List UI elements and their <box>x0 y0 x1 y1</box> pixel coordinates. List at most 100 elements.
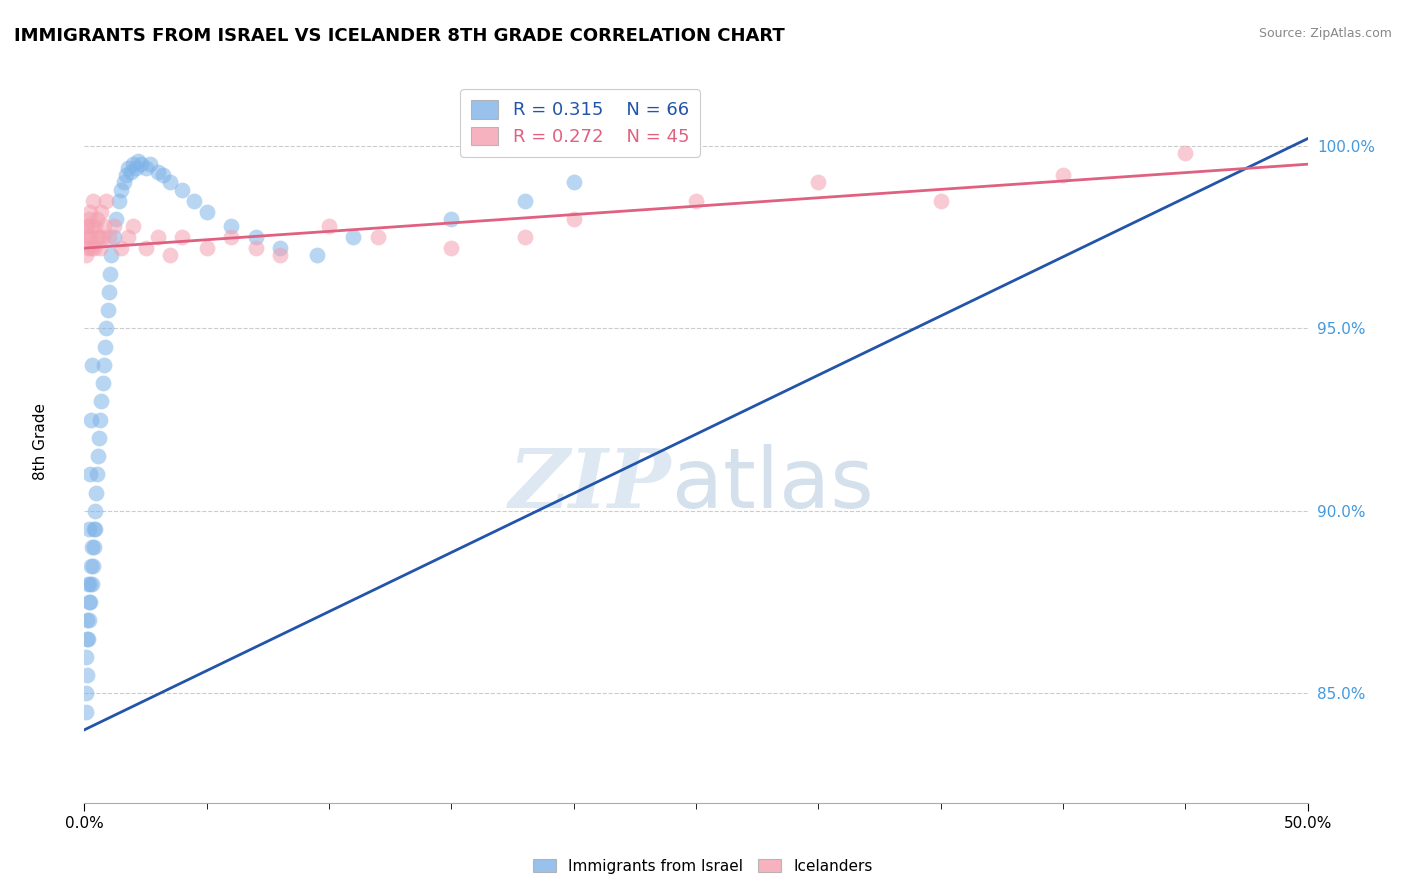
Point <box>96 321 118 335</box>
Point <box>87 230 110 244</box>
Point <box>80 558 103 573</box>
Point <box>115 168 138 182</box>
Point <box>122 219 145 234</box>
Point <box>125 161 148 175</box>
Point <box>117 161 139 175</box>
Point <box>77 211 100 226</box>
Text: IMMIGRANTS FROM ISRAEL VS ICELANDER 8TH GRADE CORRELATION CHART: IMMIGRANTS FROM ISRAEL VS ICELANDER 8TH … <box>14 27 785 45</box>
Point <box>77 632 100 646</box>
Point <box>127 153 149 168</box>
Point <box>80 241 103 255</box>
Point <box>90 394 112 409</box>
Point <box>96 194 118 208</box>
Point <box>89 412 111 426</box>
Point <box>84 522 107 536</box>
Point <box>159 176 181 190</box>
Y-axis label: 8th Grade: 8th Grade <box>32 403 48 480</box>
Point <box>146 164 169 178</box>
Point <box>103 219 125 234</box>
Point <box>107 194 129 208</box>
Point <box>75 230 97 244</box>
Point <box>79 467 101 482</box>
Point <box>82 558 104 573</box>
Point <box>100 248 122 262</box>
Text: ZIP: ZIP <box>509 445 672 524</box>
Point <box>129 157 152 171</box>
Point <box>135 241 157 255</box>
Point <box>75 649 97 664</box>
Point <box>93 219 115 234</box>
Point <box>75 686 97 700</box>
Point <box>342 230 364 244</box>
Point <box>76 668 98 682</box>
Point <box>77 522 100 536</box>
Point <box>77 230 100 244</box>
Point <box>80 577 103 591</box>
Point <box>105 211 128 226</box>
Point <box>135 161 157 175</box>
Point <box>93 358 115 372</box>
Point <box>110 183 132 197</box>
Point <box>117 230 139 244</box>
Point <box>82 541 104 555</box>
Point <box>94 340 117 354</box>
Point <box>86 467 108 482</box>
Point <box>82 194 104 208</box>
Point <box>195 241 218 255</box>
Text: atlas: atlas <box>672 444 873 525</box>
Point <box>97 230 120 244</box>
Point <box>84 485 107 500</box>
Point <box>269 248 291 262</box>
Point <box>86 211 108 226</box>
Point <box>159 248 181 262</box>
Point <box>513 194 536 208</box>
Point <box>76 577 98 591</box>
Point <box>79 204 101 219</box>
Point <box>97 303 120 318</box>
Point <box>82 358 104 372</box>
Point <box>79 577 101 591</box>
Point <box>146 230 169 244</box>
Point <box>87 431 110 445</box>
Point <box>77 595 100 609</box>
Point <box>122 157 145 171</box>
Point <box>76 613 98 627</box>
Point <box>562 211 585 226</box>
Point <box>685 194 707 208</box>
Point <box>77 613 100 627</box>
Point <box>87 230 110 244</box>
Point <box>120 164 142 178</box>
Point <box>98 267 121 281</box>
Point <box>172 183 194 197</box>
Point <box>112 176 135 190</box>
Point <box>83 541 105 555</box>
Point <box>77 241 100 255</box>
Legend: Immigrants from Israel, Icelanders: Immigrants from Israel, Icelanders <box>527 853 879 880</box>
Point <box>562 176 585 190</box>
Point <box>513 230 536 244</box>
Point <box>80 412 103 426</box>
Point <box>83 522 105 536</box>
Point <box>79 595 101 609</box>
Point <box>110 241 132 255</box>
Point <box>79 230 101 244</box>
Point <box>807 176 830 190</box>
Point <box>305 248 328 262</box>
Point <box>440 241 463 255</box>
Point <box>87 449 110 463</box>
Point <box>83 241 105 255</box>
Point <box>219 230 242 244</box>
Point <box>97 285 120 299</box>
Point <box>245 230 267 244</box>
Point <box>80 219 103 234</box>
Point <box>929 194 952 208</box>
Point <box>195 204 218 219</box>
Point <box>367 230 389 244</box>
Point <box>172 230 194 244</box>
Point <box>440 211 463 226</box>
Point <box>91 230 114 244</box>
Point <box>76 632 98 646</box>
Text: Source: ZipAtlas.com: Source: ZipAtlas.com <box>1258 27 1392 40</box>
Point <box>152 168 174 182</box>
Point <box>75 248 97 262</box>
